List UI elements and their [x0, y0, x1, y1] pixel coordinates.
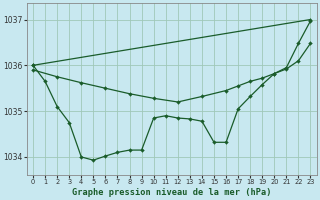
X-axis label: Graphe pression niveau de la mer (hPa): Graphe pression niveau de la mer (hPa) [72, 188, 272, 197]
